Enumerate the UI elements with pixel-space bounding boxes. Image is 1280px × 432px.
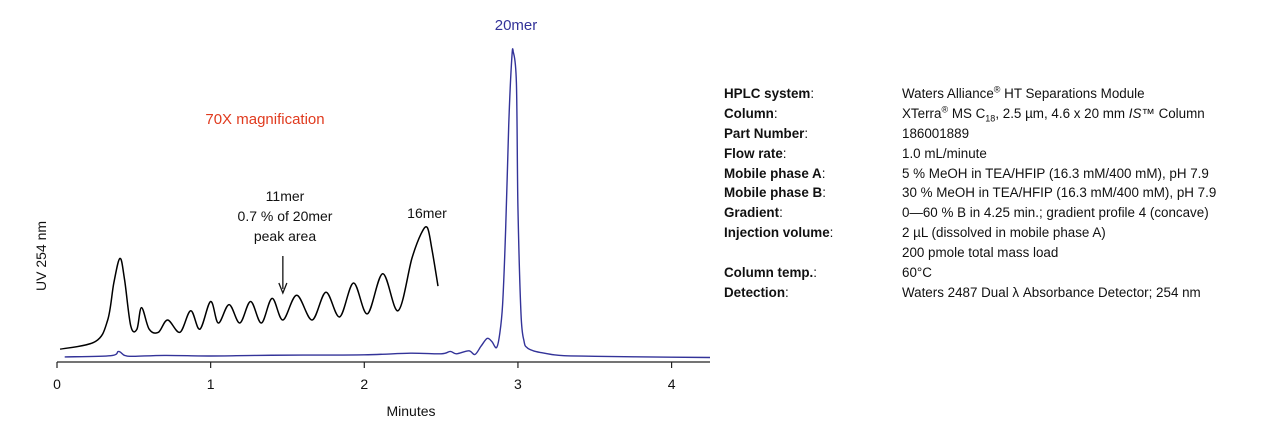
param-row-hplc: HPLC system: Waters Alliance® HT Separat… xyxy=(724,84,1274,104)
param-value: Waters Alliance® HT Separations Module xyxy=(902,84,1145,101)
param-row-part-number: Part Number: 186001889 xyxy=(724,124,1274,144)
trace-main xyxy=(64,48,711,359)
param-label: Mobile phase A xyxy=(724,165,822,181)
x-tick-label: 2 xyxy=(360,376,368,392)
param-value: 200 pmole total mass load xyxy=(902,245,1059,261)
param-row-injection: Injection volume: 2 µL (dissolved in mob… xyxy=(724,223,1274,243)
param-label: Column xyxy=(724,105,774,121)
param-row-flow-rate: Flow rate: 1.0 mL/minute xyxy=(724,144,1274,164)
ylabel: UV 254 nm xyxy=(33,221,49,291)
param-label: Flow rate xyxy=(724,145,783,161)
label-16mer: 16mer xyxy=(407,205,447,221)
param-row-column: Column: XTerra® MS C18, 2.5 µm, 4.6 x 20… xyxy=(724,104,1205,124)
param-label: Column temp. xyxy=(724,265,814,281)
param-value: 30 % MeOH in TEA/HFIP (16.3 mM/400 mM), … xyxy=(902,185,1217,201)
param-label: Part Number xyxy=(724,125,805,141)
param-label: Injection volume xyxy=(724,225,830,241)
x-tick-label: 0 xyxy=(53,376,61,392)
param-value: 1.0 mL/minute xyxy=(902,145,987,161)
param-value: 0—60 % B in 4.25 min.; gradient profile … xyxy=(902,205,1209,221)
x-tick-label: 1 xyxy=(207,376,215,392)
label-20mer: 20mer xyxy=(495,17,538,34)
param-label: HPLC system xyxy=(724,86,811,101)
x-tick-label: 4 xyxy=(668,376,676,392)
param-value: XTerra® MS C18, 2.5 µm, 4.6 x 20 mm IS™ … xyxy=(902,104,1205,124)
param-label: Detection xyxy=(724,284,786,300)
param-row-mobile-a: Mobile phase A: 5 % MeOH in TEA/HFIP (16… xyxy=(724,164,1274,184)
param-value: 186001889 xyxy=(902,125,970,141)
label-11mer-area: peak area xyxy=(254,228,316,244)
label-11mer-percent: 0.7 % of 20mer xyxy=(238,208,333,224)
trace-magnified xyxy=(59,225,439,350)
param-row-detection: Detection: Waters 2487 Dual λ Absorbance… xyxy=(724,283,1274,303)
arrow-head xyxy=(278,282,288,295)
param-value: 5 % MeOH in TEA/HFIP (16.3 mM/400 mM), p… xyxy=(902,165,1209,181)
param-value: 60°C xyxy=(902,265,932,281)
param-row-mass-load: 200 pmole total mass load xyxy=(724,243,1274,263)
x-tick-label: 3 xyxy=(514,376,522,392)
method-parameters: HPLC system: Waters Alliance® HT Separat… xyxy=(724,84,1274,303)
param-value: Waters 2487 Dual λ Absorbance Detector; … xyxy=(902,284,1201,300)
param-value: 2 µL (dissolved in mobile phase A) xyxy=(902,225,1106,241)
param-label: Mobile phase B xyxy=(724,185,823,201)
param-row-gradient: Gradient: 0—60 % B in 4.25 min.; gradien… xyxy=(724,203,1274,223)
xlabel: Minutes xyxy=(386,403,435,419)
chromatogram-chart: 0 1 2 3 4 UV 254 nm Minutes 20mer 70X magnif… xyxy=(33,17,711,419)
param-row-mobile-b: Mobile phase B: 30 % MeOH in TEA/HFIP (1… xyxy=(724,183,1274,203)
label-11mer: 11mer xyxy=(266,188,305,204)
param-row-column-temp: Column temp.: 60°C xyxy=(724,263,1274,283)
label-magnification: 70X magnification xyxy=(205,111,324,128)
param-label: Gradient xyxy=(724,205,780,221)
arrow-11mer xyxy=(278,256,288,295)
axes: 0 1 2 3 4 xyxy=(53,361,710,392)
